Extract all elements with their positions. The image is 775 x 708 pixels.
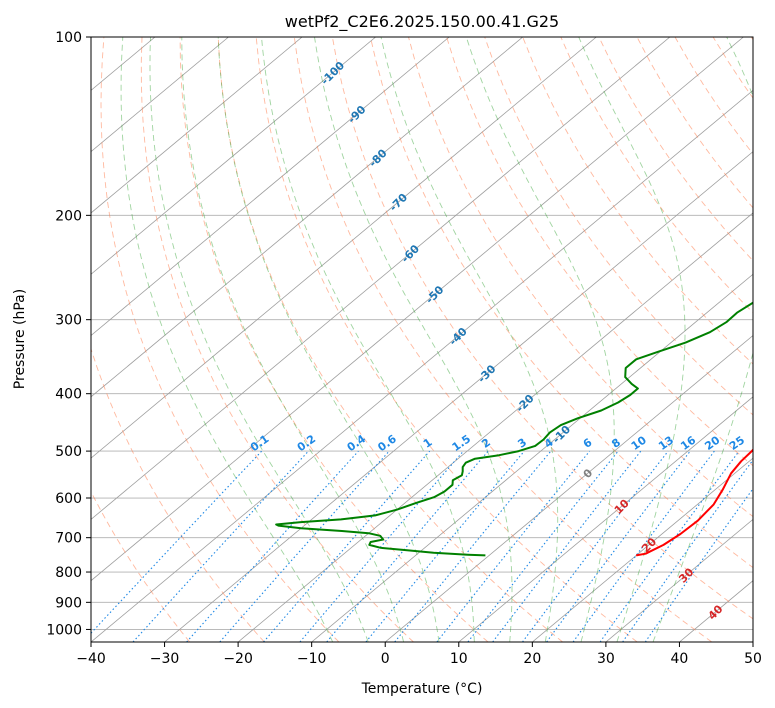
y-tick-label: 100: [55, 30, 82, 46]
x-tick-label: 0: [381, 651, 390, 667]
y-tick-label: 900: [55, 595, 82, 611]
y-tick-label: 1000: [46, 622, 82, 638]
x-tick-label: 40: [671, 651, 689, 667]
y-tick-label: 400: [55, 387, 82, 403]
x-tick-label: −10: [297, 651, 327, 667]
y-axis-label: Pressure (hPa): [12, 289, 28, 389]
x-tick-label: 50: [744, 651, 762, 667]
chart-title: wetPf2_C2E6.2025.150.00.41.G25: [285, 12, 559, 32]
y-tick-label: 700: [55, 531, 82, 547]
x-tick-label: 20: [523, 651, 541, 667]
y-tick-label: 600: [55, 491, 82, 507]
x-axis-label: Temperature (°C): [361, 681, 483, 697]
y-tick-label: 200: [55, 208, 82, 224]
x-tick-label: −40: [76, 651, 106, 667]
x-tick-label: 30: [597, 651, 615, 667]
y-tick-label: 800: [55, 565, 82, 581]
x-tick-label: −30: [150, 651, 180, 667]
y-tick-label: 300: [55, 313, 82, 329]
x-tick-label: 10: [450, 651, 468, 667]
y-tick-label: 500: [55, 444, 82, 460]
x-tick-label: −20: [223, 651, 253, 667]
